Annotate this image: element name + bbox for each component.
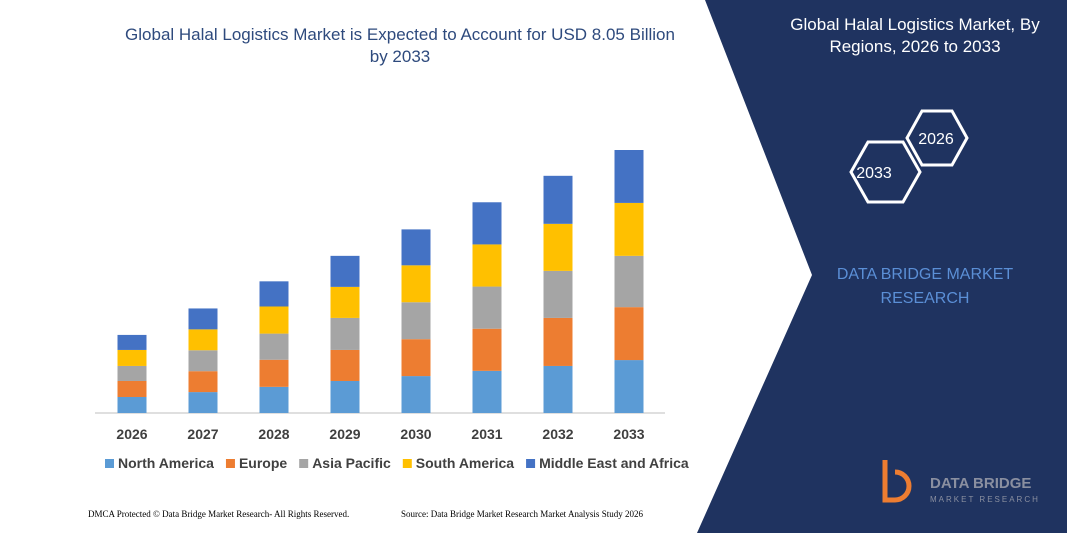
bar-segment — [188, 350, 218, 372]
bar-segment — [188, 392, 218, 413]
bar-segment — [401, 339, 431, 377]
bar-segment — [259, 386, 289, 413]
chart-title: Global Halal Logistics Market is Expecte… — [125, 25, 675, 66]
bar-segment — [330, 349, 360, 381]
hexagon-label: 2033 — [856, 165, 892, 182]
side-panel — [697, 0, 1067, 533]
bar-segment — [330, 380, 360, 413]
x-tick-label: 2033 — [613, 426, 644, 442]
logo-tagline: MARKET RESEARCH — [930, 495, 1040, 504]
bar-segment — [401, 265, 431, 303]
bar-segment — [472, 370, 502, 413]
bar-segment — [614, 202, 644, 256]
legend-swatch — [526, 459, 536, 468]
legend-swatch — [225, 459, 235, 468]
bar-segment — [401, 302, 431, 340]
bar-segment — [543, 317, 573, 366]
bar-segment — [117, 334, 147, 350]
x-tick-label: 2029 — [329, 426, 360, 442]
x-tick-label: 2026 — [116, 426, 147, 442]
bar-segment — [401, 376, 431, 413]
panel-brand: DATA BRIDGE MARKET RESEARCH — [836, 266, 1014, 307]
legend-swatch — [105, 459, 114, 468]
x-tick-label: 2027 — [187, 426, 218, 442]
bar-segment — [614, 150, 644, 203]
panel-title: Global Halal Logistics Market, By Region… — [790, 15, 1040, 56]
hexagon-label: 2026 — [918, 131, 954, 148]
bar-segment — [614, 255, 644, 308]
logo-icon — [882, 460, 912, 503]
legend-label: Europe — [239, 455, 287, 471]
bar-segment — [330, 286, 360, 318]
bar-segment — [117, 380, 147, 397]
bar-segment — [259, 306, 289, 334]
bar-segment — [117, 396, 147, 413]
bar-segment — [614, 307, 644, 361]
bar-segment — [330, 255, 360, 287]
logo-name: DATA BRIDGE — [930, 475, 1031, 492]
legend-label: Asia Pacific — [312, 455, 391, 471]
bar-segment — [259, 333, 289, 360]
bar-segment — [188, 308, 218, 330]
bar-segment — [543, 175, 573, 224]
x-tick-label: 2031 — [471, 426, 502, 442]
footer-right: Source: Data Bridge Market Research Mark… — [401, 509, 643, 519]
bar-segment — [543, 365, 573, 413]
bar-segment — [330, 317, 360, 350]
bar-segment — [259, 281, 289, 307]
bar-segment — [472, 286, 502, 329]
x-tick-label: 2032 — [542, 426, 573, 442]
bar-segment — [614, 360, 644, 413]
legend-label: North America — [118, 455, 214, 471]
bar-segment — [543, 270, 573, 318]
bar-segment — [188, 329, 218, 351]
hexagon — [905, 109, 969, 167]
bar-segment — [401, 229, 431, 266]
legend-swatch — [299, 459, 309, 468]
bar-segment — [117, 349, 147, 366]
bar-segment — [472, 202, 502, 245]
bar-segment — [259, 359, 289, 387]
bar-segment — [472, 244, 502, 287]
legend-label: South America — [416, 455, 514, 471]
x-tick-label: 2028 — [258, 426, 289, 442]
x-tick-label: 2030 — [400, 426, 431, 442]
hexagon — [849, 140, 922, 204]
legend-swatch — [402, 459, 412, 468]
bar-segment — [472, 328, 502, 371]
bar-segment — [543, 223, 573, 271]
bar-segment — [117, 365, 147, 381]
legend-label: Middle East and Africa — [539, 455, 689, 471]
footer-left: DMCA Protected © Data Bridge Market Rese… — [88, 509, 349, 519]
bar-segment — [188, 371, 218, 393]
